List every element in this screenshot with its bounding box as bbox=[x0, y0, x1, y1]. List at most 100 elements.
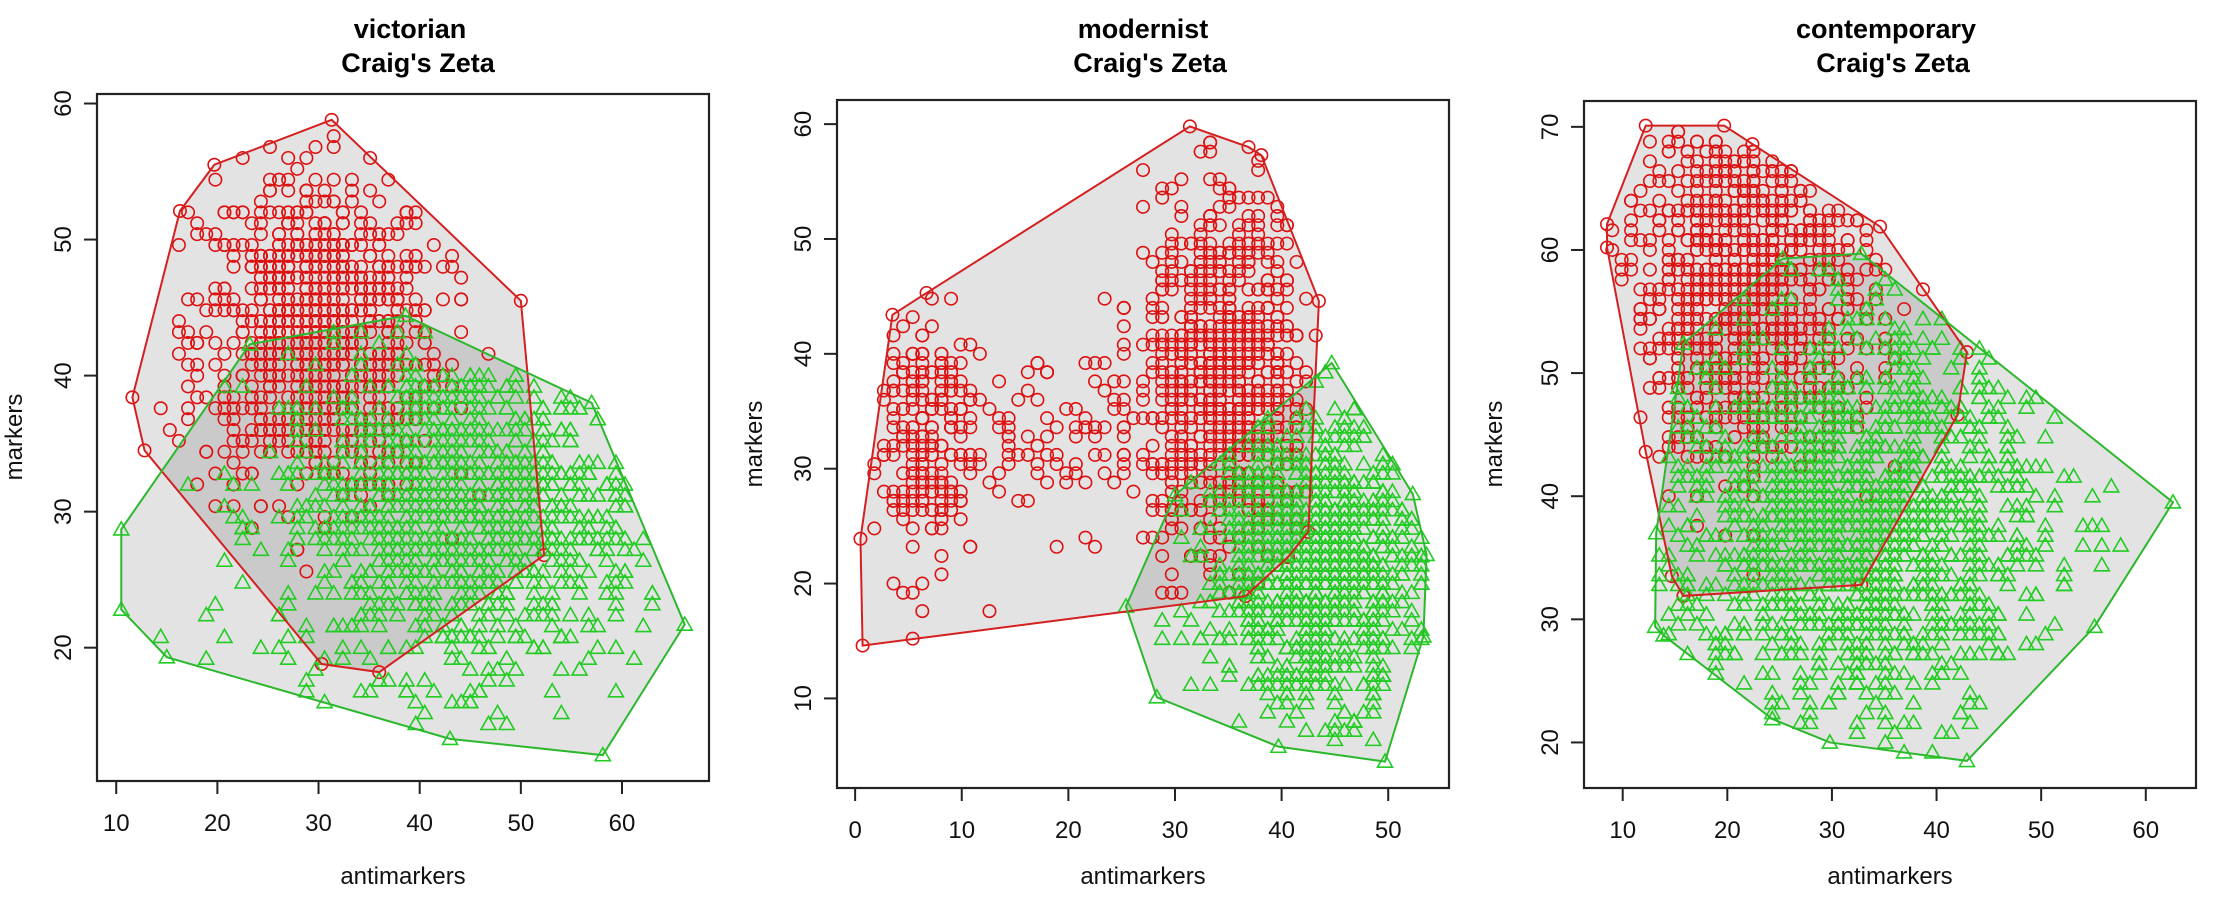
data-point-marker bbox=[1821, 213, 1836, 228]
data-point-marker bbox=[281, 368, 296, 383]
data-point-marker bbox=[417, 433, 432, 448]
data-point-marker bbox=[1164, 254, 1179, 269]
data-point-antimarker bbox=[1249, 583, 1268, 600]
data-point-antimarker bbox=[443, 649, 461, 665]
data-point-antimarker bbox=[333, 486, 352, 502]
data-point-marker bbox=[1270, 254, 1285, 269]
data-point-antimarker bbox=[1230, 546, 1248, 563]
data-point-antimarker bbox=[151, 627, 170, 644]
data-point-marker bbox=[354, 227, 369, 242]
data-point-antimarker bbox=[242, 518, 261, 535]
data-point-antimarker bbox=[379, 464, 398, 480]
data-point-antimarker bbox=[579, 507, 598, 524]
data-point-antimarker bbox=[506, 507, 525, 524]
data-point-antimarker bbox=[333, 399, 352, 415]
data-point-marker bbox=[1661, 233, 1676, 248]
data-point-antimarker bbox=[506, 431, 525, 448]
data-point-marker bbox=[253, 390, 268, 405]
hull-vertex-point bbox=[172, 203, 187, 218]
data-point-marker bbox=[290, 477, 305, 492]
data-point-marker bbox=[1260, 254, 1275, 269]
data-point-antimarker bbox=[543, 605, 562, 622]
data-point-marker bbox=[1689, 223, 1704, 238]
data-point-marker bbox=[963, 466, 978, 481]
data-point-marker bbox=[896, 493, 911, 508]
data-point-marker bbox=[281, 314, 296, 329]
data-point-marker bbox=[1040, 475, 1055, 490]
data-point-antimarker bbox=[1383, 454, 1402, 471]
data-point-antimarker bbox=[315, 518, 334, 535]
data-point-marker bbox=[1727, 351, 1742, 366]
data-point-marker bbox=[915, 503, 930, 518]
data-point-marker bbox=[1212, 310, 1227, 325]
data-point-antimarker bbox=[415, 703, 434, 720]
data-point-antimarker bbox=[1306, 537, 1325, 554]
data-point-antimarker bbox=[406, 540, 425, 557]
data-point-marker bbox=[1652, 380, 1667, 395]
data-point-antimarker bbox=[1306, 528, 1325, 545]
data-point-antimarker bbox=[1345, 528, 1363, 545]
data-point-marker bbox=[299, 292, 314, 307]
x-axis-label: antimarkers bbox=[1080, 863, 1205, 890]
data-point-antimarker bbox=[1335, 602, 1354, 618]
data-point-antimarker bbox=[179, 475, 197, 491]
data-point-marker bbox=[886, 438, 901, 453]
data-point-antimarker bbox=[625, 540, 644, 557]
data-point-marker bbox=[290, 542, 305, 557]
data-point-antimarker bbox=[1230, 528, 1248, 545]
data-point-antimarker bbox=[506, 616, 525, 633]
data-point-marker bbox=[1671, 134, 1686, 149]
data-point-antimarker bbox=[324, 475, 343, 491]
data-point-marker bbox=[1746, 449, 1761, 464]
data-point-marker bbox=[381, 227, 396, 242]
data-point-antimarker bbox=[424, 573, 443, 589]
data-point-marker bbox=[1727, 311, 1742, 326]
data-point-marker bbox=[281, 433, 296, 448]
data-point-antimarker bbox=[242, 475, 261, 491]
data-point-marker bbox=[1183, 392, 1198, 407]
data-point-marker bbox=[915, 328, 930, 343]
data-point-antimarker bbox=[616, 529, 634, 546]
data-point-antimarker bbox=[1354, 418, 1373, 434]
data-point-antimarker bbox=[561, 388, 580, 404]
data-point-marker bbox=[1030, 466, 1045, 481]
data-point-marker bbox=[1193, 356, 1208, 371]
data-point-marker bbox=[924, 503, 939, 518]
data-point-marker bbox=[1231, 392, 1246, 407]
data-point-marker bbox=[381, 325, 396, 340]
data-point-antimarker bbox=[443, 442, 461, 459]
data-point-antimarker bbox=[506, 562, 525, 578]
data-point-antimarker bbox=[1402, 611, 1421, 627]
data-point-antimarker bbox=[1306, 546, 1325, 563]
data-point-marker bbox=[963, 392, 978, 407]
data-point-marker bbox=[190, 292, 205, 307]
data-point-antimarker bbox=[1393, 546, 1411, 563]
data-point-marker bbox=[1718, 203, 1733, 218]
data-point-marker bbox=[372, 346, 387, 361]
data-point-marker bbox=[217, 412, 232, 427]
data-point-antimarker bbox=[306, 355, 325, 372]
data-point-antimarker bbox=[534, 595, 552, 611]
data-point-marker bbox=[953, 401, 968, 416]
data-point-marker bbox=[363, 227, 378, 242]
data-point-marker bbox=[1136, 457, 1151, 472]
data-point-antimarker bbox=[370, 486, 389, 502]
data-point-marker bbox=[1097, 383, 1112, 398]
data-point-marker bbox=[1270, 264, 1285, 279]
data-point-marker bbox=[363, 281, 378, 296]
data-point-marker bbox=[1784, 223, 1799, 238]
data-point-antimarker bbox=[525, 573, 543, 589]
data-point-antimarker bbox=[1364, 491, 1383, 508]
data-point-antimarker bbox=[525, 605, 543, 622]
data-point-marker bbox=[1193, 319, 1208, 334]
data-point-antimarker bbox=[397, 682, 416, 698]
data-point-marker bbox=[1174, 466, 1189, 481]
data-point-antimarker bbox=[1287, 519, 1306, 535]
data-point-antimarker bbox=[1364, 464, 1383, 480]
data-point-marker bbox=[408, 205, 423, 220]
data-point-marker bbox=[1699, 262, 1714, 277]
data-point-marker bbox=[1222, 438, 1237, 453]
data-point-marker bbox=[1155, 282, 1170, 297]
data-point-marker bbox=[1802, 183, 1817, 198]
data-point-antimarker bbox=[452, 573, 471, 589]
